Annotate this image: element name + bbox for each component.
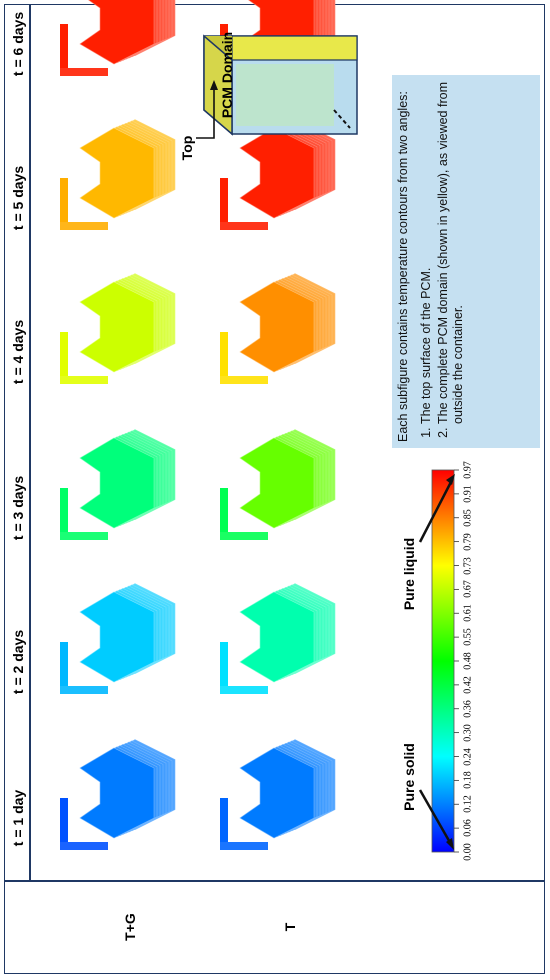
tg-contour-day5 xyxy=(60,119,176,230)
top-surface-contour xyxy=(220,642,228,694)
note-item: The complete PCM domain (shown in yellow… xyxy=(436,82,466,424)
top-surface-contour xyxy=(220,222,268,230)
pure-solid-arrow xyxy=(418,789,454,847)
pcm-domain-slice xyxy=(79,0,155,65)
top-pointer-line xyxy=(196,88,215,139)
top-surface-contour xyxy=(220,532,268,540)
pcm-domain-volume xyxy=(236,64,334,126)
top-surface-contour xyxy=(60,24,68,76)
top-surface-contour xyxy=(220,686,268,694)
t-contour-day4 xyxy=(220,273,336,384)
note-text: Each subfigure contains temperature cont… xyxy=(396,82,536,442)
tg-contour-day1 xyxy=(60,739,176,850)
top-surface-contour xyxy=(60,842,108,850)
t-contour-day1 xyxy=(220,739,336,850)
top-surface-contour xyxy=(60,332,68,384)
tg-contour-day2 xyxy=(60,583,176,694)
top-surface-contour xyxy=(60,686,108,694)
tg-contour-day6 xyxy=(60,0,176,76)
header-divider xyxy=(29,5,31,880)
pcm-domain-slice xyxy=(239,591,315,683)
top-surface-contour xyxy=(60,798,68,850)
pcm-domain-label: PCM Domain xyxy=(219,31,235,119)
note-item: The top surface of the PCM. xyxy=(419,82,434,423)
tg-contour-day4 xyxy=(60,273,176,384)
pure-liquid-arrow xyxy=(418,479,454,543)
pure-liquid-arrowhead xyxy=(446,474,455,485)
pcm-domain-slice xyxy=(79,747,155,839)
note-intro: Each subfigure contains temperature cont… xyxy=(396,90,410,442)
tg-contour-day3 xyxy=(60,429,176,540)
top-surface-contour xyxy=(220,842,268,850)
top-surface-contour xyxy=(60,178,68,230)
pcm-domain-slice xyxy=(79,437,155,529)
top-surface-contour xyxy=(60,532,108,540)
note-list: The top surface of the PCM. The complete… xyxy=(419,82,466,442)
top-surface-contour xyxy=(60,68,108,76)
top-surface-contour xyxy=(60,222,108,230)
top-surface-contour xyxy=(220,798,228,850)
top-surface-contour xyxy=(220,178,228,230)
pcm-domain-slice xyxy=(239,281,315,373)
pure-solid-arrowhead xyxy=(446,838,454,850)
top-surface-contour xyxy=(60,642,68,694)
pcm-domain-slice xyxy=(79,591,155,683)
top-surface-contour xyxy=(60,376,108,384)
top-pointer-arrowhead xyxy=(210,80,218,90)
t-contour-day2 xyxy=(220,583,336,694)
top-label: Top xyxy=(179,135,195,161)
pcm-box-top-strip xyxy=(231,35,358,61)
pcm-domain-slice xyxy=(239,747,315,839)
top-surface-contour xyxy=(220,488,228,540)
top-surface-contour xyxy=(220,376,268,384)
row-label-divider xyxy=(5,880,545,882)
pcm-domain-slice xyxy=(79,127,155,219)
pcm-box-side xyxy=(203,34,233,136)
t-contour-day3 xyxy=(220,429,336,540)
top-surface-contour xyxy=(220,332,228,384)
note-box: Each subfigure contains temperature cont… xyxy=(392,75,540,448)
pcm-domain-slice xyxy=(79,281,155,373)
pcm-domain-slice xyxy=(239,437,315,529)
top-surface-contour xyxy=(60,488,68,540)
